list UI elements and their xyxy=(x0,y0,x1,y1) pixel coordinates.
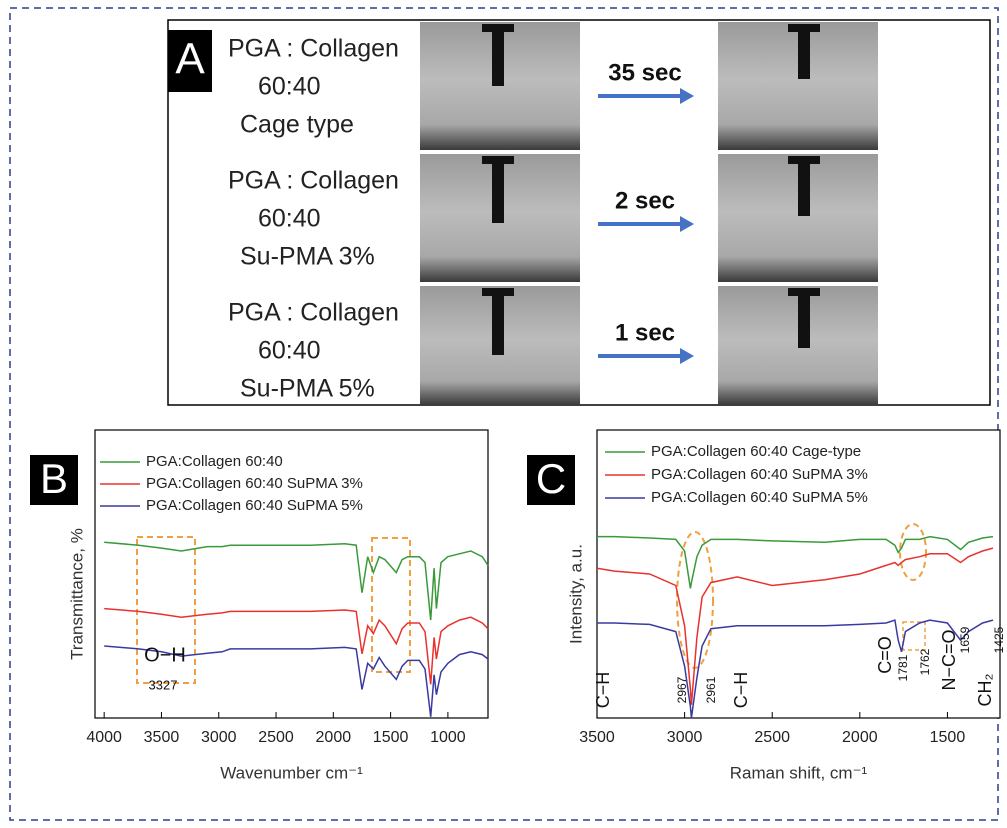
plot-frame xyxy=(596,429,1001,719)
annotation: CH₂ xyxy=(975,674,995,707)
x-tick-label: 2500 xyxy=(754,729,790,746)
chart: C 3500 3000 2500 2000 1500 Raman shift, cm⁻¹ In… xyxy=(527,429,1006,782)
spectrum-line xyxy=(104,607,489,685)
x-tick-label: 3500 xyxy=(144,729,180,746)
needle xyxy=(492,288,504,355)
needle xyxy=(798,288,810,348)
plot-frame xyxy=(94,429,489,719)
sample-label: 60:40 xyxy=(258,73,321,101)
annotation: 1781 xyxy=(896,654,910,681)
panel-label-box xyxy=(527,455,575,505)
sample-label: 60:40 xyxy=(258,205,321,233)
charts: B 4000 3500 3000 2500 2000 1500 1000 Wavenumber … xyxy=(30,429,1006,782)
spectrum-line xyxy=(597,535,994,589)
spectrum-line xyxy=(104,645,489,717)
panel-label-box xyxy=(30,455,78,505)
time-label: 2 sec xyxy=(615,187,675,214)
sample-label: PGA : Collagen xyxy=(228,35,399,63)
x-axis-label: Wavenumber cm⁻¹ xyxy=(220,763,363,782)
x-tick-label: 2500 xyxy=(258,729,294,746)
arrow-head xyxy=(680,88,694,104)
arrow-head xyxy=(680,348,694,364)
time-label: 35 sec xyxy=(608,59,681,86)
legend-label: PGA:Collagen 60:40 Cage-type xyxy=(651,443,861,460)
legend-label: PGA:Collagen 60:40 xyxy=(146,453,283,470)
needle xyxy=(492,156,504,223)
spectrum-line xyxy=(597,619,994,719)
annotation: N−C=O xyxy=(939,629,959,690)
highlight-box xyxy=(136,536,196,684)
needle xyxy=(798,156,810,216)
annotation: O−H xyxy=(144,644,186,666)
x-tick-label: 1500 xyxy=(930,729,966,746)
sample-label: PGA : Collagen xyxy=(228,167,399,195)
spectrum-line xyxy=(104,541,489,621)
legend-label: PGA:Collagen 60:40 SuPMA 3% xyxy=(146,475,363,492)
x-tick-label: 3000 xyxy=(201,729,237,746)
x-tick-label: 1000 xyxy=(430,729,466,746)
panel-label: C xyxy=(536,455,566,502)
x-tick-label: 2000 xyxy=(316,729,352,746)
x-tick-label: 3000 xyxy=(667,729,703,746)
y-axis-label: Transmittance, % xyxy=(67,528,86,660)
figure-border xyxy=(9,7,999,821)
annotation: C−H xyxy=(593,672,613,709)
sample-label: PGA : Collagen xyxy=(228,299,399,327)
x-tick-label: 3500 xyxy=(579,729,615,746)
x-axis-label: Raman shift, cm⁻¹ xyxy=(730,763,868,782)
sample-label: 60:40 xyxy=(258,337,321,365)
spectrum-line xyxy=(596,547,994,705)
sample-label: Su-PMA 3% xyxy=(240,243,375,271)
annotation: 1425 xyxy=(992,626,1006,653)
x-tick-label: 1500 xyxy=(373,729,409,746)
highlight-box xyxy=(902,621,926,651)
y-axis-label: Intensity, a.u. xyxy=(566,544,585,644)
highlight-box xyxy=(371,537,411,673)
annotation: C=O xyxy=(875,636,895,674)
panel-label: A xyxy=(175,35,205,84)
annotation: 2967 xyxy=(675,676,689,703)
sample-label: Su-PMA 5% xyxy=(240,375,375,403)
panel-a: PGA : Collagen 60:40 Cage type 35 sec PGA : … xyxy=(228,22,878,405)
x-tick-label: 4000 xyxy=(86,729,122,746)
annotation: 3327 xyxy=(149,677,178,692)
time-label: 1 sec xyxy=(615,319,675,346)
panel-label: B xyxy=(40,455,68,502)
sample-label: Cage type xyxy=(240,111,354,139)
needle xyxy=(492,24,504,86)
x-tick-label: 2000 xyxy=(842,729,878,746)
panel-label-box xyxy=(168,30,212,92)
legend-label: PGA:Collagen 60:40 SuPMA 5% xyxy=(651,489,868,506)
annotation: 1762 xyxy=(918,648,932,675)
arrow-head xyxy=(680,216,694,232)
annotation: 1659 xyxy=(958,626,972,653)
highlight-ellipse xyxy=(899,523,927,581)
annotation: 2961 xyxy=(704,676,718,703)
needle xyxy=(798,24,810,79)
chart: B 4000 3500 3000 2500 2000 1500 1000 Wavenumber … xyxy=(30,429,489,782)
legend-label: PGA:Collagen 60:40 SuPMA 5% xyxy=(146,497,363,514)
annotation: C−H xyxy=(731,672,751,709)
legend-label: PGA:Collagen 60:40 SuPMA 3% xyxy=(651,466,868,483)
